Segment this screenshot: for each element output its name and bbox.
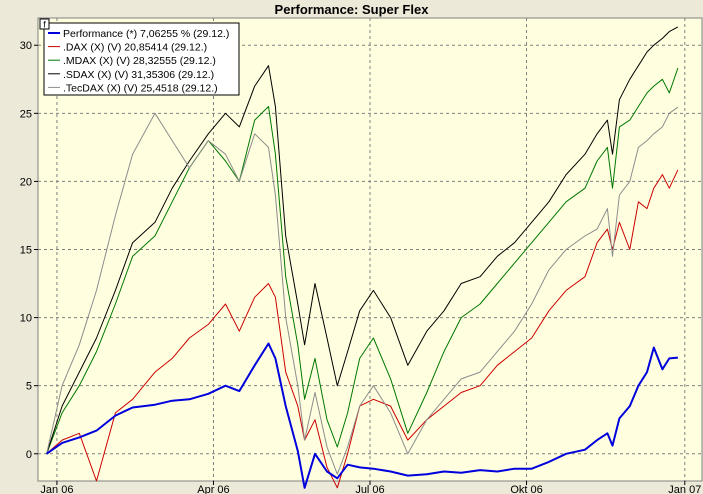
legend: Performance (*) 7,06255 % (29.12.) .DAX (… [43, 22, 240, 96]
axis-layer: 0 5 10 15 20 25 30 Jan 06 Apr 06 Jul 06 Okt 06 Jan … [20, 40, 702, 494]
legend-entry: Performance (*) 7,06255 % (29.12.) [63, 28, 229, 40]
y-tick-label: 15 [20, 245, 32, 257]
corner-button-label: f [43, 20, 46, 30]
y-tick-label: 20 [20, 176, 32, 188]
x-tick-label: Okt 06 [510, 484, 542, 494]
x-tick-label: Jan 06 [40, 484, 73, 494]
y-tick-label: 10 [20, 313, 32, 325]
x-tick-label: Apr 06 [197, 484, 229, 494]
legend-entry: .TecDAX (X) (V) 25,4518 (29.12.) [63, 82, 218, 94]
y-tick-label: 5 [26, 381, 32, 393]
series-layer [46, 26, 679, 489]
series-line-4 [46, 26, 679, 454]
series-line-2 [46, 169, 679, 489]
corner-button[interactable]: f [39, 18, 50, 30]
x-tick-label: Jul 06 [355, 484, 384, 494]
series-line-5 [46, 106, 679, 475]
y-tick-label: 30 [20, 40, 32, 52]
legend-entry: .DAX (X) (V) 20,85414 (29.12.) [63, 42, 207, 54]
series-line-3 [46, 67, 679, 454]
grid-layer [38, 18, 702, 481]
legend-entry: .SDAX (X) (V) 31,35306 (29.12.) [63, 69, 214, 81]
legend-entry: .MDAX (X) (V) 28,32555 (29.12.) [63, 55, 216, 67]
chart-title: Performance: Super Flex [274, 2, 429, 17]
y-tick-label: 0 [26, 449, 32, 461]
legend-box [43, 22, 240, 96]
y-tick-label: 25 [20, 108, 32, 120]
x-tick-label: Jan 07 [668, 484, 701, 494]
series-line-1 [46, 342, 678, 489]
